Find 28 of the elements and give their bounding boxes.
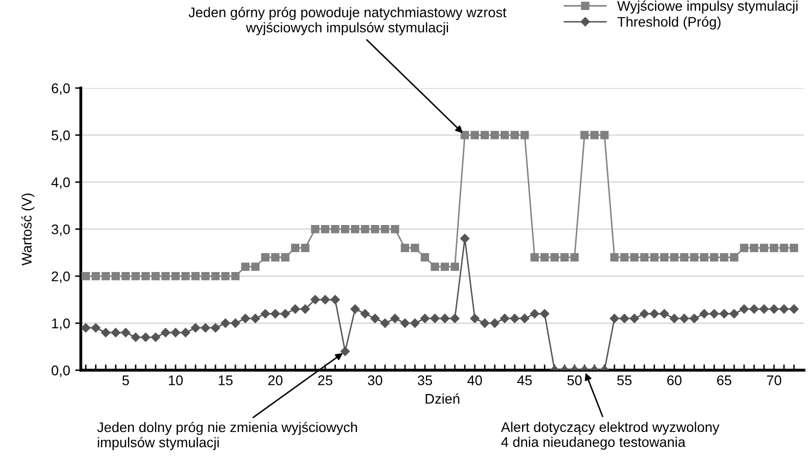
x-tick-label: 45 <box>517 376 532 386</box>
y-axis-title: Wartość (V) <box>21 194 34 266</box>
x-tick-label: 15 <box>218 376 233 386</box>
x-tick-label: 20 <box>268 375 282 386</box>
x-tick-label: 65 <box>717 375 732 386</box>
y-tick-label: 1,0 <box>52 318 70 330</box>
y-tick-label: 4,0 <box>51 177 70 189</box>
x-tick-label: 60 <box>667 375 682 386</box>
x-tick-label: 30 <box>368 375 382 386</box>
annotation: Jeden dolny próg nie zmienia wyjściowych impulsów stymulacji <box>97 422 357 450</box>
legend-label: Threshold (Próg) <box>617 16 721 30</box>
y-tick-label: 5,0 <box>52 130 70 142</box>
x-tick-label: 35 <box>418 375 432 386</box>
x-tick-label: 70 <box>767 375 782 386</box>
y-tick-label: 3,0 <box>52 224 70 236</box>
annotation: Jeden górny próg powoduje natychmiastowy wzrost wyjściowych impulsów stymulacji <box>188 6 506 36</box>
x-tick-label: 40 <box>467 375 482 386</box>
legend-label: Wyjściowe impulsy stymulacji <box>617 0 798 14</box>
x-tick-label: 50 <box>567 375 582 386</box>
y-tick-label: 2,0 <box>52 271 70 283</box>
annotation: Alert dotyczący elektrod wyzwolony 4 dnia nieudanego testowania <box>500 422 720 450</box>
y-tick-label: 0,0 <box>52 366 70 377</box>
x-tick-label: 55 <box>617 376 632 386</box>
y-tick-label: 6,0 <box>52 83 70 95</box>
x-axis-title: Dzień <box>426 393 460 404</box>
x-tick-label: 10 <box>168 375 183 386</box>
x-tick-label: 5 <box>122 376 129 386</box>
x-tick-label: 25 <box>318 375 332 386</box>
